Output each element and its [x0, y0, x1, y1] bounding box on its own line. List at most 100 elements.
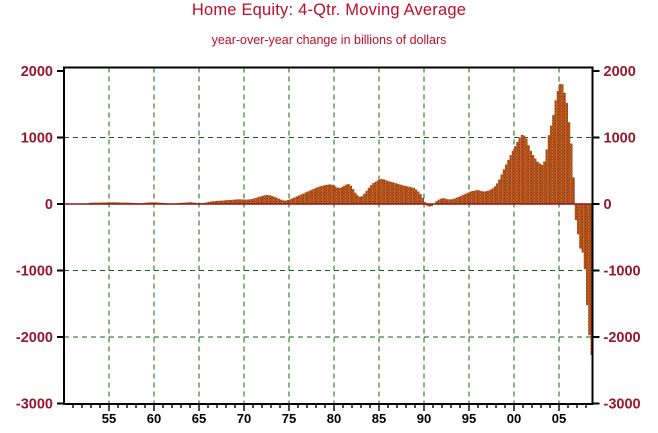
bar	[514, 146, 517, 204]
bar	[219, 200, 222, 204]
y-axis-label-left: 2000	[21, 64, 53, 80]
bar	[556, 90, 559, 204]
bar	[446, 199, 449, 204]
bar	[307, 191, 310, 204]
bar	[523, 135, 526, 204]
bar	[410, 187, 413, 205]
bar	[365, 190, 368, 204]
bar	[385, 180, 388, 204]
bar	[376, 180, 379, 204]
bar	[298, 195, 301, 204]
bar	[457, 196, 460, 204]
bar	[520, 134, 523, 204]
y-axis-label-right: 0	[604, 197, 612, 213]
x-axis-label: 65	[192, 411, 206, 426]
bar	[525, 138, 528, 204]
bar	[505, 164, 508, 204]
bar	[536, 161, 539, 204]
bar	[361, 196, 364, 204]
bar	[244, 199, 247, 204]
bar	[588, 204, 591, 335]
bar	[352, 189, 355, 204]
bar	[349, 185, 352, 204]
bar	[487, 190, 490, 204]
bar	[345, 184, 348, 204]
bar	[228, 200, 231, 204]
x-axis-label: 90	[417, 411, 431, 426]
bar	[248, 199, 251, 204]
bar	[190, 202, 193, 204]
bar	[367, 187, 370, 204]
bar	[154, 202, 157, 204]
bar	[532, 155, 535, 204]
bar	[115, 202, 118, 204]
bar	[187, 202, 190, 204]
y-axis-label-right: -2000	[604, 330, 641, 346]
plot-frame	[63, 66, 594, 405]
bar	[223, 200, 226, 204]
bar	[451, 199, 454, 204]
bar	[241, 199, 244, 204]
chart-title: Home Equity: 4-Qtr. Moving Average	[191, 1, 467, 19]
bar	[221, 200, 224, 204]
bar	[480, 191, 483, 204]
bar	[331, 185, 334, 204]
bar	[329, 184, 332, 204]
bar	[208, 201, 211, 204]
y-axis-label-left: 1000	[21, 131, 53, 147]
y-axis-label-right: 1000	[604, 131, 636, 147]
bar	[363, 193, 366, 204]
bar	[275, 197, 278, 204]
bar	[527, 145, 530, 204]
x-axis-label: 60	[147, 411, 161, 426]
bar	[493, 186, 496, 204]
bar	[509, 155, 512, 204]
bar	[309, 190, 312, 204]
bar	[284, 200, 287, 204]
y-axis-label-left: -1000	[16, 264, 53, 280]
bar	[541, 164, 544, 204]
bar	[538, 163, 541, 204]
bar	[113, 202, 116, 204]
bar	[271, 196, 274, 204]
bar	[478, 190, 481, 204]
bar	[565, 102, 568, 204]
bar	[475, 190, 478, 204]
bar	[277, 198, 280, 204]
bar	[210, 201, 213, 204]
bar	[320, 185, 323, 204]
bar	[230, 199, 233, 204]
y-axis-label-left: 0	[45, 197, 53, 213]
bar	[212, 201, 215, 204]
bar	[568, 122, 571, 204]
bar	[381, 179, 384, 204]
bar	[563, 92, 566, 204]
bar	[435, 201, 438, 204]
bar	[453, 198, 456, 204]
bar	[237, 199, 240, 204]
bar	[286, 200, 289, 204]
bar	[424, 202, 427, 204]
bar	[507, 159, 510, 204]
bar	[291, 198, 294, 204]
bar	[293, 197, 296, 204]
bar	[347, 184, 350, 204]
bar	[390, 181, 393, 204]
y-axis-label-left: -3000	[16, 397, 53, 413]
bar	[318, 186, 321, 204]
bar	[340, 187, 343, 204]
bar	[401, 185, 404, 204]
x-axis-label: 80	[327, 411, 341, 426]
bar	[466, 192, 469, 204]
bar	[239, 199, 242, 204]
x-axis-label: 85	[372, 411, 386, 426]
x-axis-label: 70	[237, 411, 251, 426]
bar	[552, 114, 555, 204]
bar	[529, 150, 532, 204]
bar	[394, 183, 397, 204]
bar	[415, 189, 418, 204]
bar	[322, 185, 325, 204]
bar	[255, 197, 258, 204]
bar	[550, 125, 553, 204]
